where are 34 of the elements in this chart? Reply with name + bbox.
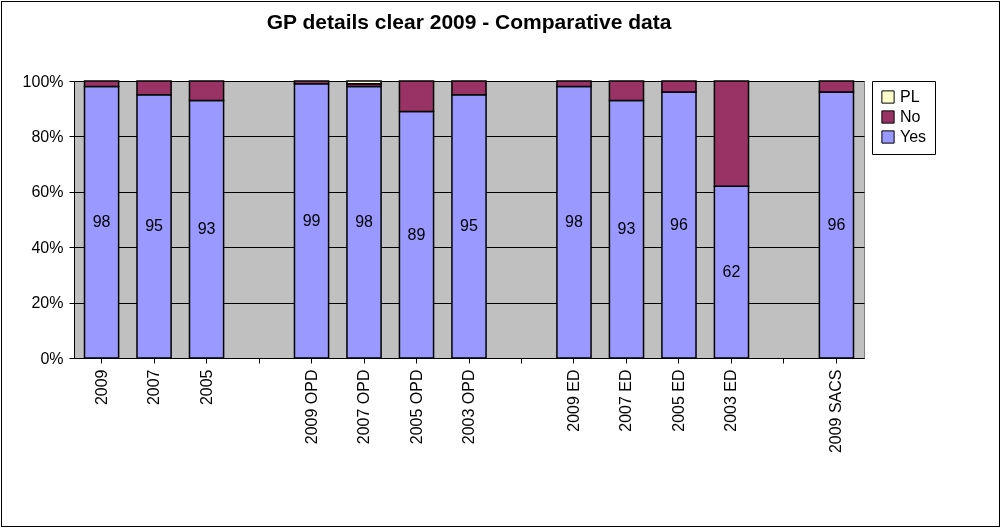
x-tick-label: 2003 OPD	[460, 369, 477, 445]
data-label: 96	[827, 216, 846, 234]
x-tick-label: 2005 ED	[669, 369, 687, 432]
y-tick-label: 80%	[31, 127, 64, 145]
legend-label: No	[900, 108, 921, 125]
data-label: 98	[92, 213, 111, 231]
y-tick-label: 40%	[31, 238, 64, 256]
data-label: 95	[145, 217, 164, 235]
x-tick-label: 2009 ED	[564, 369, 582, 432]
legend-label: PL	[900, 88, 920, 105]
y-tick-label: 0%	[40, 349, 64, 367]
legend-label: Yes	[900, 128, 927, 145]
data-label: 98	[565, 213, 583, 231]
chart-title: GP details clear 2009 - Comparative data	[266, 10, 672, 33]
data-label: 98	[355, 213, 374, 231]
y-tick-label: 20%	[31, 294, 64, 312]
x-tick-label: 2007	[145, 369, 163, 406]
x-tick-label: 2003 ED	[722, 369, 740, 432]
y-tick-label: 100%	[22, 72, 64, 90]
y-tick-label: 60%	[31, 183, 64, 201]
data-label: 89	[407, 225, 426, 243]
x-tick-label: 2007 OPD	[355, 369, 373, 445]
x-tick-label: 2005 OPD	[407, 369, 425, 445]
data-label: 93	[617, 220, 636, 238]
data-label: 93	[197, 220, 216, 238]
data-label: 96	[670, 216, 688, 234]
x-tick-label: 2009 SACS	[827, 369, 845, 454]
data-label: 62	[722, 263, 741, 281]
x-tick-label: 2007 ED	[617, 369, 635, 432]
data-label: 95	[460, 217, 478, 235]
x-tick-label: 2009	[92, 369, 110, 406]
x-tick-label: 2005	[197, 369, 215, 406]
x-tick-label: 2009 OPD	[302, 369, 320, 445]
data-label: 99	[302, 211, 321, 229]
